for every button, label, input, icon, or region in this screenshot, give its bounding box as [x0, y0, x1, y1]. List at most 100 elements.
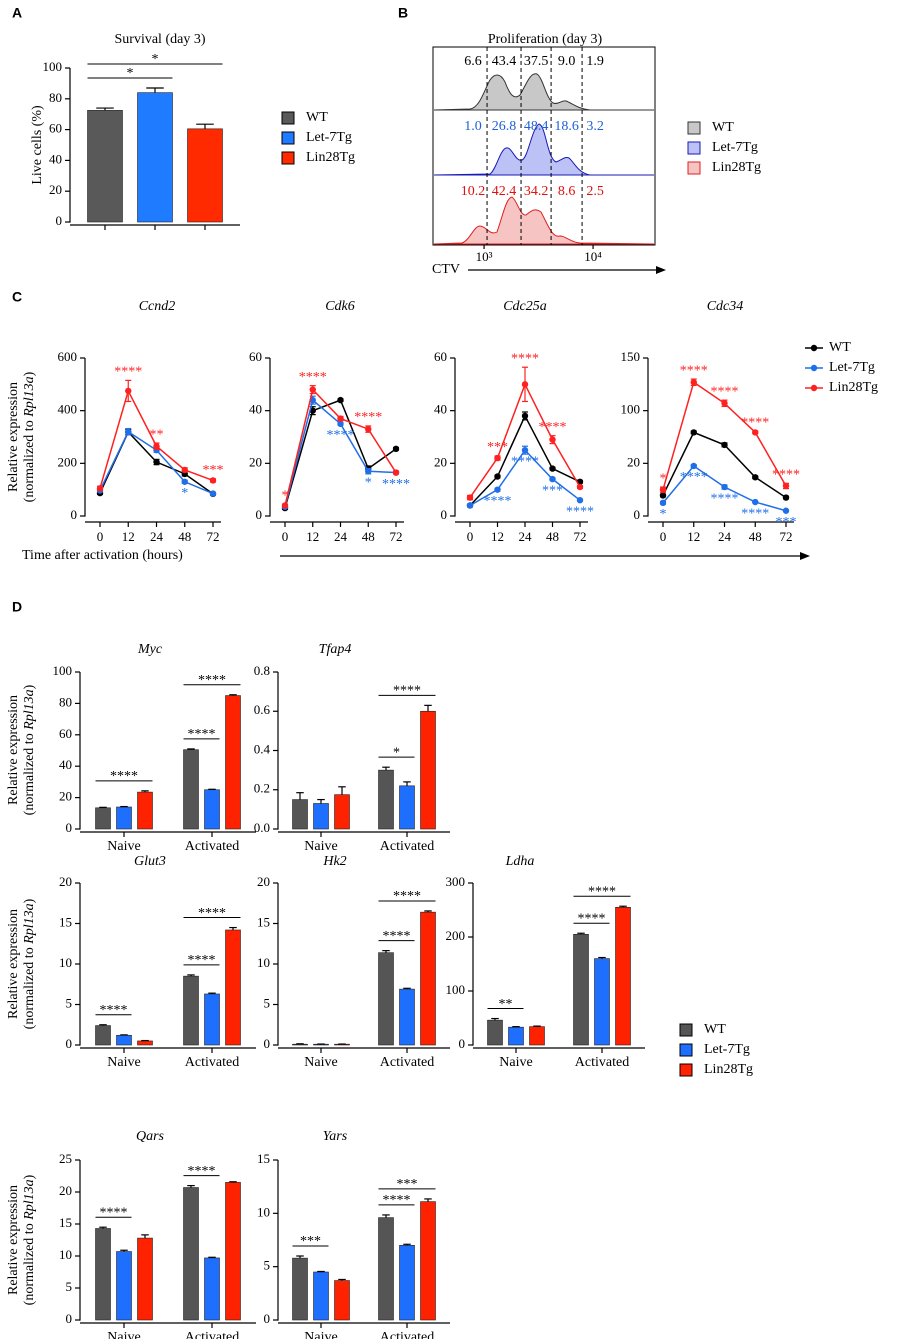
x-tick-label: 72 [574, 529, 587, 544]
gate-value-label: 26.8 [492, 119, 517, 134]
bar [137, 791, 153, 830]
bar [420, 911, 436, 1046]
x-tick-label: 0 [660, 529, 667, 544]
series-point [549, 475, 556, 483]
significance-label: ** [499, 997, 513, 1012]
x-tick-label: Activated [185, 839, 239, 854]
x-tick-label: 48 [749, 529, 762, 544]
y-tick-label: 600 [58, 349, 78, 364]
x-tick-label: 12 [491, 529, 504, 544]
bar [420, 1201, 436, 1321]
gate-value-label: 9.0 [558, 54, 576, 69]
y-axis-label: (normalized to Rpl13a) [22, 684, 37, 815]
bar [420, 710, 436, 830]
gate-value-label: 37.5 [524, 54, 549, 69]
significance-label: **** [198, 673, 226, 688]
x-tick-label: 12 [122, 529, 135, 544]
series-point [659, 486, 667, 493]
significance-label: **** [741, 506, 769, 521]
y-tick-label: 20 [627, 454, 640, 469]
series-point [752, 498, 759, 506]
y-tick-label: 100 [621, 402, 641, 417]
bar [204, 993, 220, 1046]
y-tick-label: 15 [257, 914, 270, 929]
series-point [549, 436, 556, 443]
y-axis-label-part: ) [22, 371, 37, 376]
significance-label: **** [114, 365, 142, 380]
bar [183, 1187, 199, 1321]
y-axis-label-part: Relative expression [6, 695, 21, 805]
legend-label: WT [829, 340, 851, 355]
y-tick-label: 0 [264, 1036, 271, 1051]
y-axis-label-part: (normalized to [22, 1220, 37, 1306]
x-tick-label: Activated [380, 839, 434, 854]
bar [508, 1026, 524, 1046]
y-tick-label: 300 [446, 874, 466, 889]
y-axis-label: Live cells (%) [30, 105, 45, 185]
series-point [690, 379, 697, 386]
x-tick-label: Naive [304, 839, 337, 854]
y-axis-label-part: (normalized to [22, 417, 37, 503]
gate-value-label: 34.2 [524, 184, 549, 199]
y-axis-label: Relative expression [6, 909, 21, 1019]
significance-label: * [660, 507, 667, 522]
x-tick-label: Activated [380, 1330, 434, 1339]
y-tick-label: 5 [66, 995, 73, 1010]
y-tick-label: 0 [66, 1036, 73, 1051]
bar [399, 988, 415, 1046]
chart-title: Hk2 [322, 854, 346, 869]
histogram-curve [433, 73, 654, 111]
bar [615, 906, 631, 1046]
histogram-curve [433, 196, 655, 245]
y-tick-label: 100 [446, 982, 466, 997]
series-point [494, 473, 501, 480]
significance-label: *** [300, 1234, 321, 1249]
significance-label: * [365, 475, 372, 490]
series-point [181, 466, 188, 474]
y-tick-label: 20 [59, 789, 72, 804]
panel-label: C [12, 289, 22, 305]
series-point [337, 420, 344, 428]
chart-title: Ccnd2 [139, 299, 176, 314]
arrow-head [800, 552, 810, 560]
significance-label: **** [511, 454, 539, 469]
gate-value-label: 48.4 [524, 119, 549, 134]
chart-title: Glut3 [134, 854, 166, 869]
y-tick-label: 20 [59, 874, 72, 889]
gate-value-label: 18.6 [554, 119, 579, 134]
y-tick-label: 0 [56, 213, 63, 228]
series-point [365, 425, 372, 433]
y-tick-label: 25 [59, 1151, 72, 1166]
y-tick-label: 80 [49, 90, 62, 105]
x-tick-label: 0 [467, 529, 474, 544]
significance-label: * [282, 488, 289, 503]
gate-value-label: 43.4 [492, 54, 517, 69]
bar [95, 1025, 111, 1046]
legend-label: Let-7Tg [704, 1042, 750, 1057]
series-point [209, 477, 217, 484]
legend-label: Let-7Tg [712, 140, 758, 155]
y-tick-label: 40 [49, 151, 62, 166]
legend-swatch [679, 1043, 693, 1057]
chart-title: Ldha [505, 854, 535, 869]
significance-label: *** [397, 1177, 418, 1192]
y-tick-label: 0 [66, 820, 73, 835]
bar [137, 92, 173, 223]
bar [183, 749, 199, 830]
series-point [782, 507, 790, 514]
series-point [494, 486, 501, 493]
y-tick-label: 0 [71, 507, 78, 522]
bar [399, 1245, 415, 1321]
legend-swatch [281, 151, 295, 165]
x-tick-label: Activated [185, 1330, 239, 1339]
significance-label: **** [484, 494, 512, 509]
y-tick-label: 60 [49, 121, 62, 136]
legend-marker [810, 344, 818, 352]
y-tick-label: 5 [264, 1258, 271, 1273]
bar [95, 807, 111, 830]
x-tick-label: Naive [304, 1055, 337, 1070]
significance-label: **** [741, 415, 769, 430]
series-point [181, 478, 188, 485]
x-tick-label: 24 [718, 529, 732, 544]
series-point [721, 441, 728, 449]
